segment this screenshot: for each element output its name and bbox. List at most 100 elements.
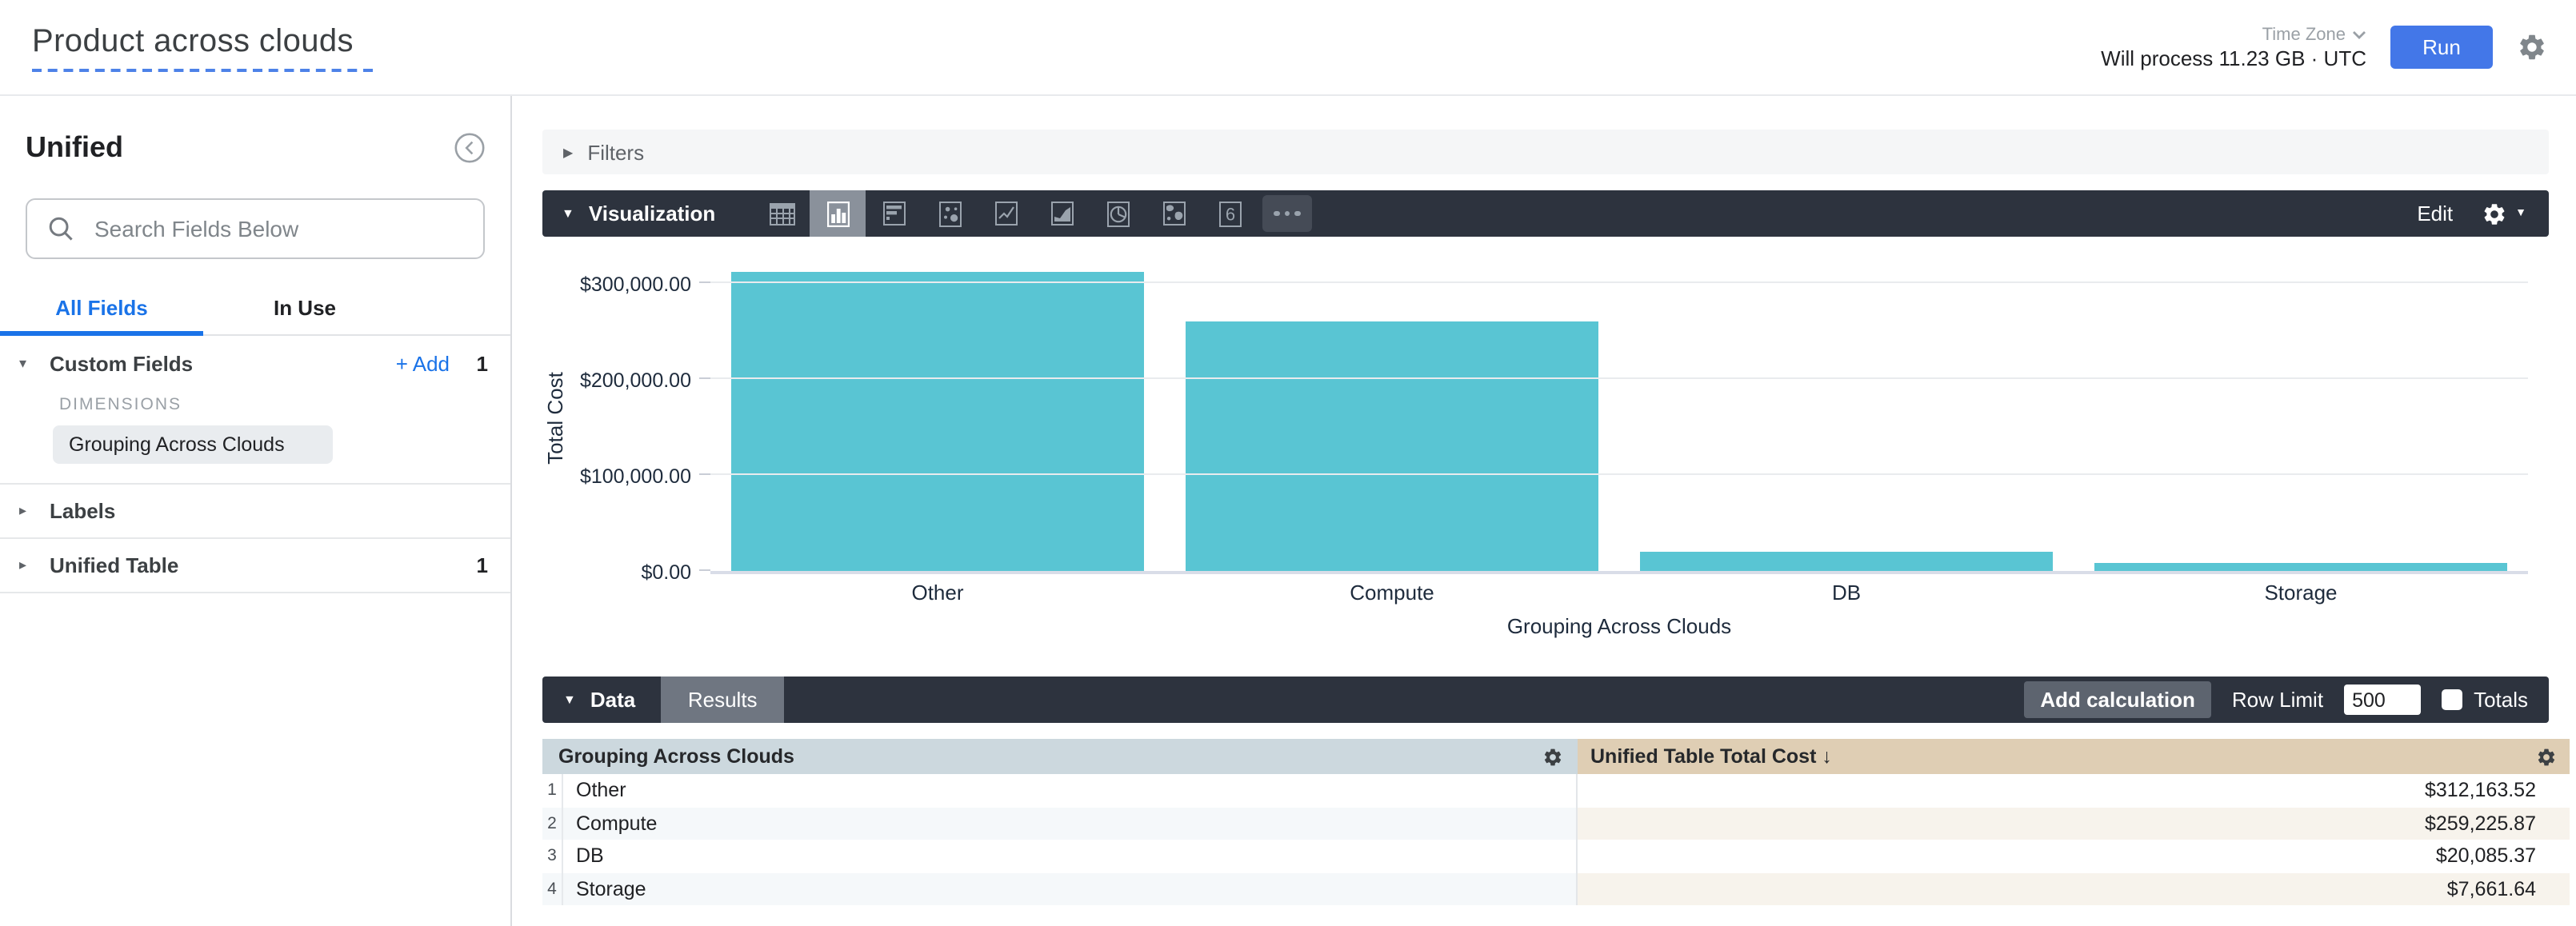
visualization-toggle[interactable]: ▼ Visualization — [542, 202, 715, 226]
field-search[interactable] — [26, 198, 485, 259]
scatter-plot-icon[interactable] — [922, 190, 978, 237]
measure-cell[interactable]: $20,085.37 — [2435, 844, 2536, 868]
bars — [710, 267, 2528, 571]
triangle-down-icon[interactable]: ▾ — [19, 355, 27, 371]
table-row[interactable]: 2 Compute $259,225.87 — [542, 807, 2570, 840]
measure-cell[interactable]: $7,661.64 — [1578, 872, 2570, 905]
dimension-cell[interactable]: Compute — [563, 807, 1578, 840]
divider — [0, 537, 510, 539]
dimension-cell[interactable]: DB — [563, 840, 1578, 872]
visualization-settings[interactable]: ▼ — [2482, 201, 2526, 226]
field-picker-sidebar: Unified All Fields In Use ▾ Custom Field… — [0, 96, 512, 926]
divider — [0, 592, 510, 593]
bar-slot — [710, 267, 1165, 571]
column-header-measure[interactable]: Unified Table Total Cost ↓ — [1578, 739, 2570, 774]
sort-desc-arrow: ↓ — [1822, 745, 1832, 768]
gridline — [710, 473, 2528, 475]
time-zone-label: Time Zone — [2262, 25, 2346, 44]
measure-cell[interactable]: $312,163.52 — [2424, 779, 2536, 802]
table-row[interactable]: 3 DB $20,085.37 — [542, 840, 2570, 872]
data-section-header: ▼ Data Results Add calculation Row Limit… — [542, 677, 2549, 723]
search-input[interactable] — [91, 214, 464, 243]
row-limit-label: Row Limit — [2231, 688, 2324, 712]
bar-storage[interactable] — [2094, 563, 2506, 571]
table-row[interactable]: 4 Storage $7,661.64 — [542, 872, 2570, 905]
line-chart-icon[interactable] — [978, 190, 1034, 237]
top-bar: Product across clouds Time Zone Will pro… — [0, 0, 2576, 96]
dimension-cell[interactable]: Other — [563, 774, 1578, 807]
y-axis-label: $200,000.00 — [579, 369, 691, 392]
edit-button[interactable]: Edit — [2417, 202, 2454, 226]
divider — [0, 483, 510, 485]
process-size-text: Will process 11.23 GB · UTC — [2101, 46, 2366, 70]
results-table: Grouping Across Clouds Unified Table Tot… — [542, 739, 2570, 905]
bar-chart-icon[interactable] — [866, 190, 922, 237]
bar-slot — [2074, 267, 2528, 571]
section-custom-fields[interactable]: ▾ Custom Fields + Add 1 — [19, 352, 488, 376]
y-axis-tick — [699, 569, 710, 571]
page-title[interactable]: Product across clouds — [32, 23, 373, 71]
plot-area — [710, 267, 2528, 574]
gear-icon[interactable] — [1542, 746, 1563, 767]
table-icon[interactable] — [754, 190, 810, 237]
area-chart-icon[interactable] — [1034, 190, 1090, 237]
triangle-down-icon: ▼ — [562, 206, 574, 221]
run-button[interactable]: Run — [2390, 26, 2493, 69]
x-axis-label: DB — [1831, 581, 1862, 605]
column-chart-icon[interactable] — [810, 190, 866, 237]
data-actions: Add calculation Row Limit Totals — [2024, 681, 2549, 718]
row-number: 1 — [542, 774, 563, 807]
measure-cell[interactable]: $259,225.87 — [1578, 807, 2570, 840]
y-axis-label: $300,000.00 — [579, 273, 691, 296]
bar-chart: Total Cost $0.00 $100,000.00 $200,000.00 $3… — [542, 237, 2549, 640]
add-custom-field-button[interactable]: + Add — [395, 352, 450, 376]
visualization-actions: Edit ▼ — [2417, 201, 2549, 226]
section-count: 1 — [476, 553, 488, 577]
query-info: Time Zone Will process 11.23 GB · UTC — [2101, 25, 2366, 70]
time-zone-dropdown[interactable]: Time Zone — [2262, 25, 2366, 44]
gear-icon — [2482, 201, 2507, 226]
triangle-right-icon: ▶ — [563, 145, 574, 159]
x-axis-label: Other — [911, 581, 964, 605]
bar-other[interactable] — [731, 271, 1143, 571]
section-unified-table[interactable]: ▸ Unified Table 1 — [19, 553, 488, 577]
chart-type-picker: 6 — [754, 190, 1313, 237]
y-axis-tick — [699, 473, 710, 475]
triangle-down-icon: ▼ — [563, 693, 576, 707]
table-header: Grouping Across Clouds Unified Table Tot… — [542, 739, 2570, 774]
y-axis-title: Total Cost — [543, 372, 567, 465]
tab-results[interactable]: Results — [661, 677, 785, 723]
single-value-icon[interactable]: 6 — [1202, 190, 1258, 237]
filters-section-header[interactable]: ▶ Filters — [542, 130, 2549, 174]
table-row[interactable]: 1 Other $312,163.52 — [542, 774, 2570, 807]
triangle-right-icon[interactable]: ▸ — [19, 557, 27, 573]
section-labels[interactable]: ▸ Labels — [19, 499, 116, 523]
field-grouping-across-clouds[interactable]: Grouping Across Clouds — [53, 425, 333, 464]
totals-checkbox[interactable] — [2442, 689, 2463, 710]
triangle-right-icon[interactable]: ▸ — [19, 502, 27, 518]
bar-slot — [1619, 267, 2074, 571]
view-name: Unified — [26, 130, 123, 162]
row-limit-input[interactable] — [2344, 685, 2422, 715]
dimension-cell[interactable]: Storage — [563, 872, 1578, 905]
totals-toggle[interactable]: Totals — [2442, 688, 2528, 712]
data-toggle[interactable]: ▼ Data — [542, 677, 661, 723]
map-icon[interactable] — [1146, 190, 1202, 237]
gear-icon[interactable] — [2536, 746, 2557, 767]
row-number: 4 — [542, 872, 563, 905]
more-chart-types-icon[interactable] — [1262, 195, 1313, 232]
settings-gear-icon[interactable] — [2517, 32, 2547, 62]
collapse-sidebar-icon[interactable] — [454, 132, 485, 162]
pie-chart-icon[interactable] — [1090, 190, 1146, 237]
add-calculation-button[interactable]: Add calculation — [2024, 681, 2211, 718]
y-axis-label: $0.00 — [641, 561, 691, 584]
x-axis-title: Grouping Across Clouds — [1506, 614, 1732, 638]
category-row: Other Compute DB Storage — [710, 581, 2528, 605]
tab-all-fields[interactable]: All Fields — [0, 281, 203, 336]
bar-compute[interactable] — [1186, 321, 1598, 571]
bar-db[interactable] — [1640, 551, 2052, 571]
tab-in-use[interactable]: In Use — [273, 296, 336, 320]
column-header-dimension[interactable]: Grouping Across Clouds — [542, 739, 1578, 774]
filters-label: Filters — [587, 140, 645, 164]
gridline — [710, 281, 2528, 283]
